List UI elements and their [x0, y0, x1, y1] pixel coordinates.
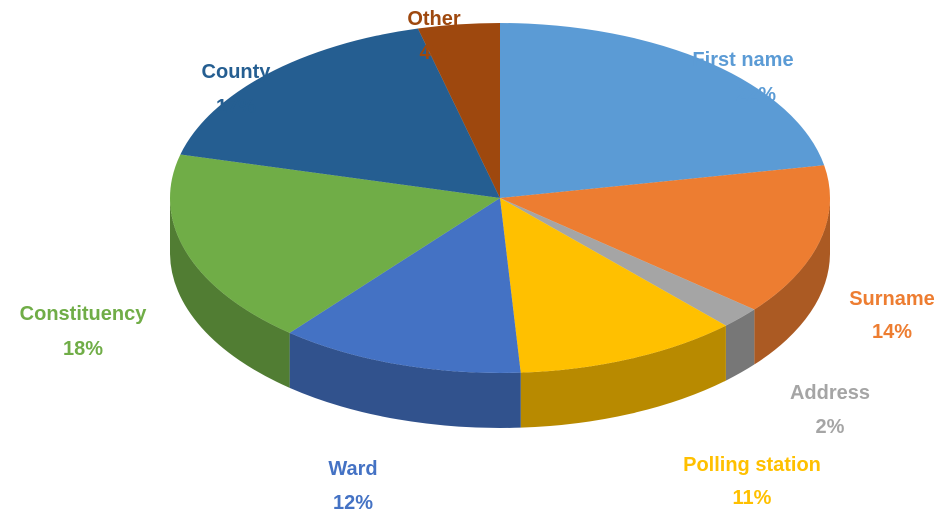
data-label-name-county: County — [202, 61, 272, 83]
data-label-value-address: 2% — [816, 416, 845, 438]
data-label-name-constituency: Constituency — [20, 303, 148, 325]
pie-slice-county — [180, 28, 500, 198]
pie-slice-ward — [289, 198, 521, 373]
data-label-value-surname: 14% — [872, 321, 912, 343]
pie-side-polling-station — [520, 325, 726, 428]
data-label-name-polling-station: Polling station — [683, 454, 821, 476]
pie-slice-other — [417, 23, 500, 198]
data-label-value-other: 4% — [420, 42, 449, 64]
data-label-value-constituency: 18% — [63, 338, 103, 360]
pie-side-ward — [289, 332, 521, 428]
data-label-name-first-name: First name — [692, 49, 793, 71]
pie-side-surname — [754, 198, 830, 365]
data-label-name-surname: Surname — [849, 288, 935, 310]
data-label-value-county: 17% — [216, 96, 256, 118]
pie-labels: First name 22% Surname 14% Address 2% Polling … — [20, 8, 935, 514]
pie-slice-address — [500, 198, 755, 326]
pie-side-walls — [170, 198, 830, 428]
pie-slice-polling-station — [500, 198, 726, 373]
data-label-name-address: Address — [790, 382, 870, 404]
pie-top-faces — [170, 23, 830, 373]
data-label-value-first-name: 22% — [736, 84, 776, 106]
data-label-value-ward: 12% — [333, 492, 373, 514]
pie-slice-constituency — [170, 154, 500, 333]
data-label-name-other: Other — [407, 8, 461, 30]
data-label-name-ward: Ward — [328, 458, 377, 480]
pie-slice-first-name — [500, 23, 825, 198]
pie-side-constituency — [170, 198, 290, 388]
pie-side-address — [725, 309, 755, 381]
pie-slice-surname — [500, 165, 830, 310]
data-label-value-polling-station: 11% — [733, 487, 772, 509]
